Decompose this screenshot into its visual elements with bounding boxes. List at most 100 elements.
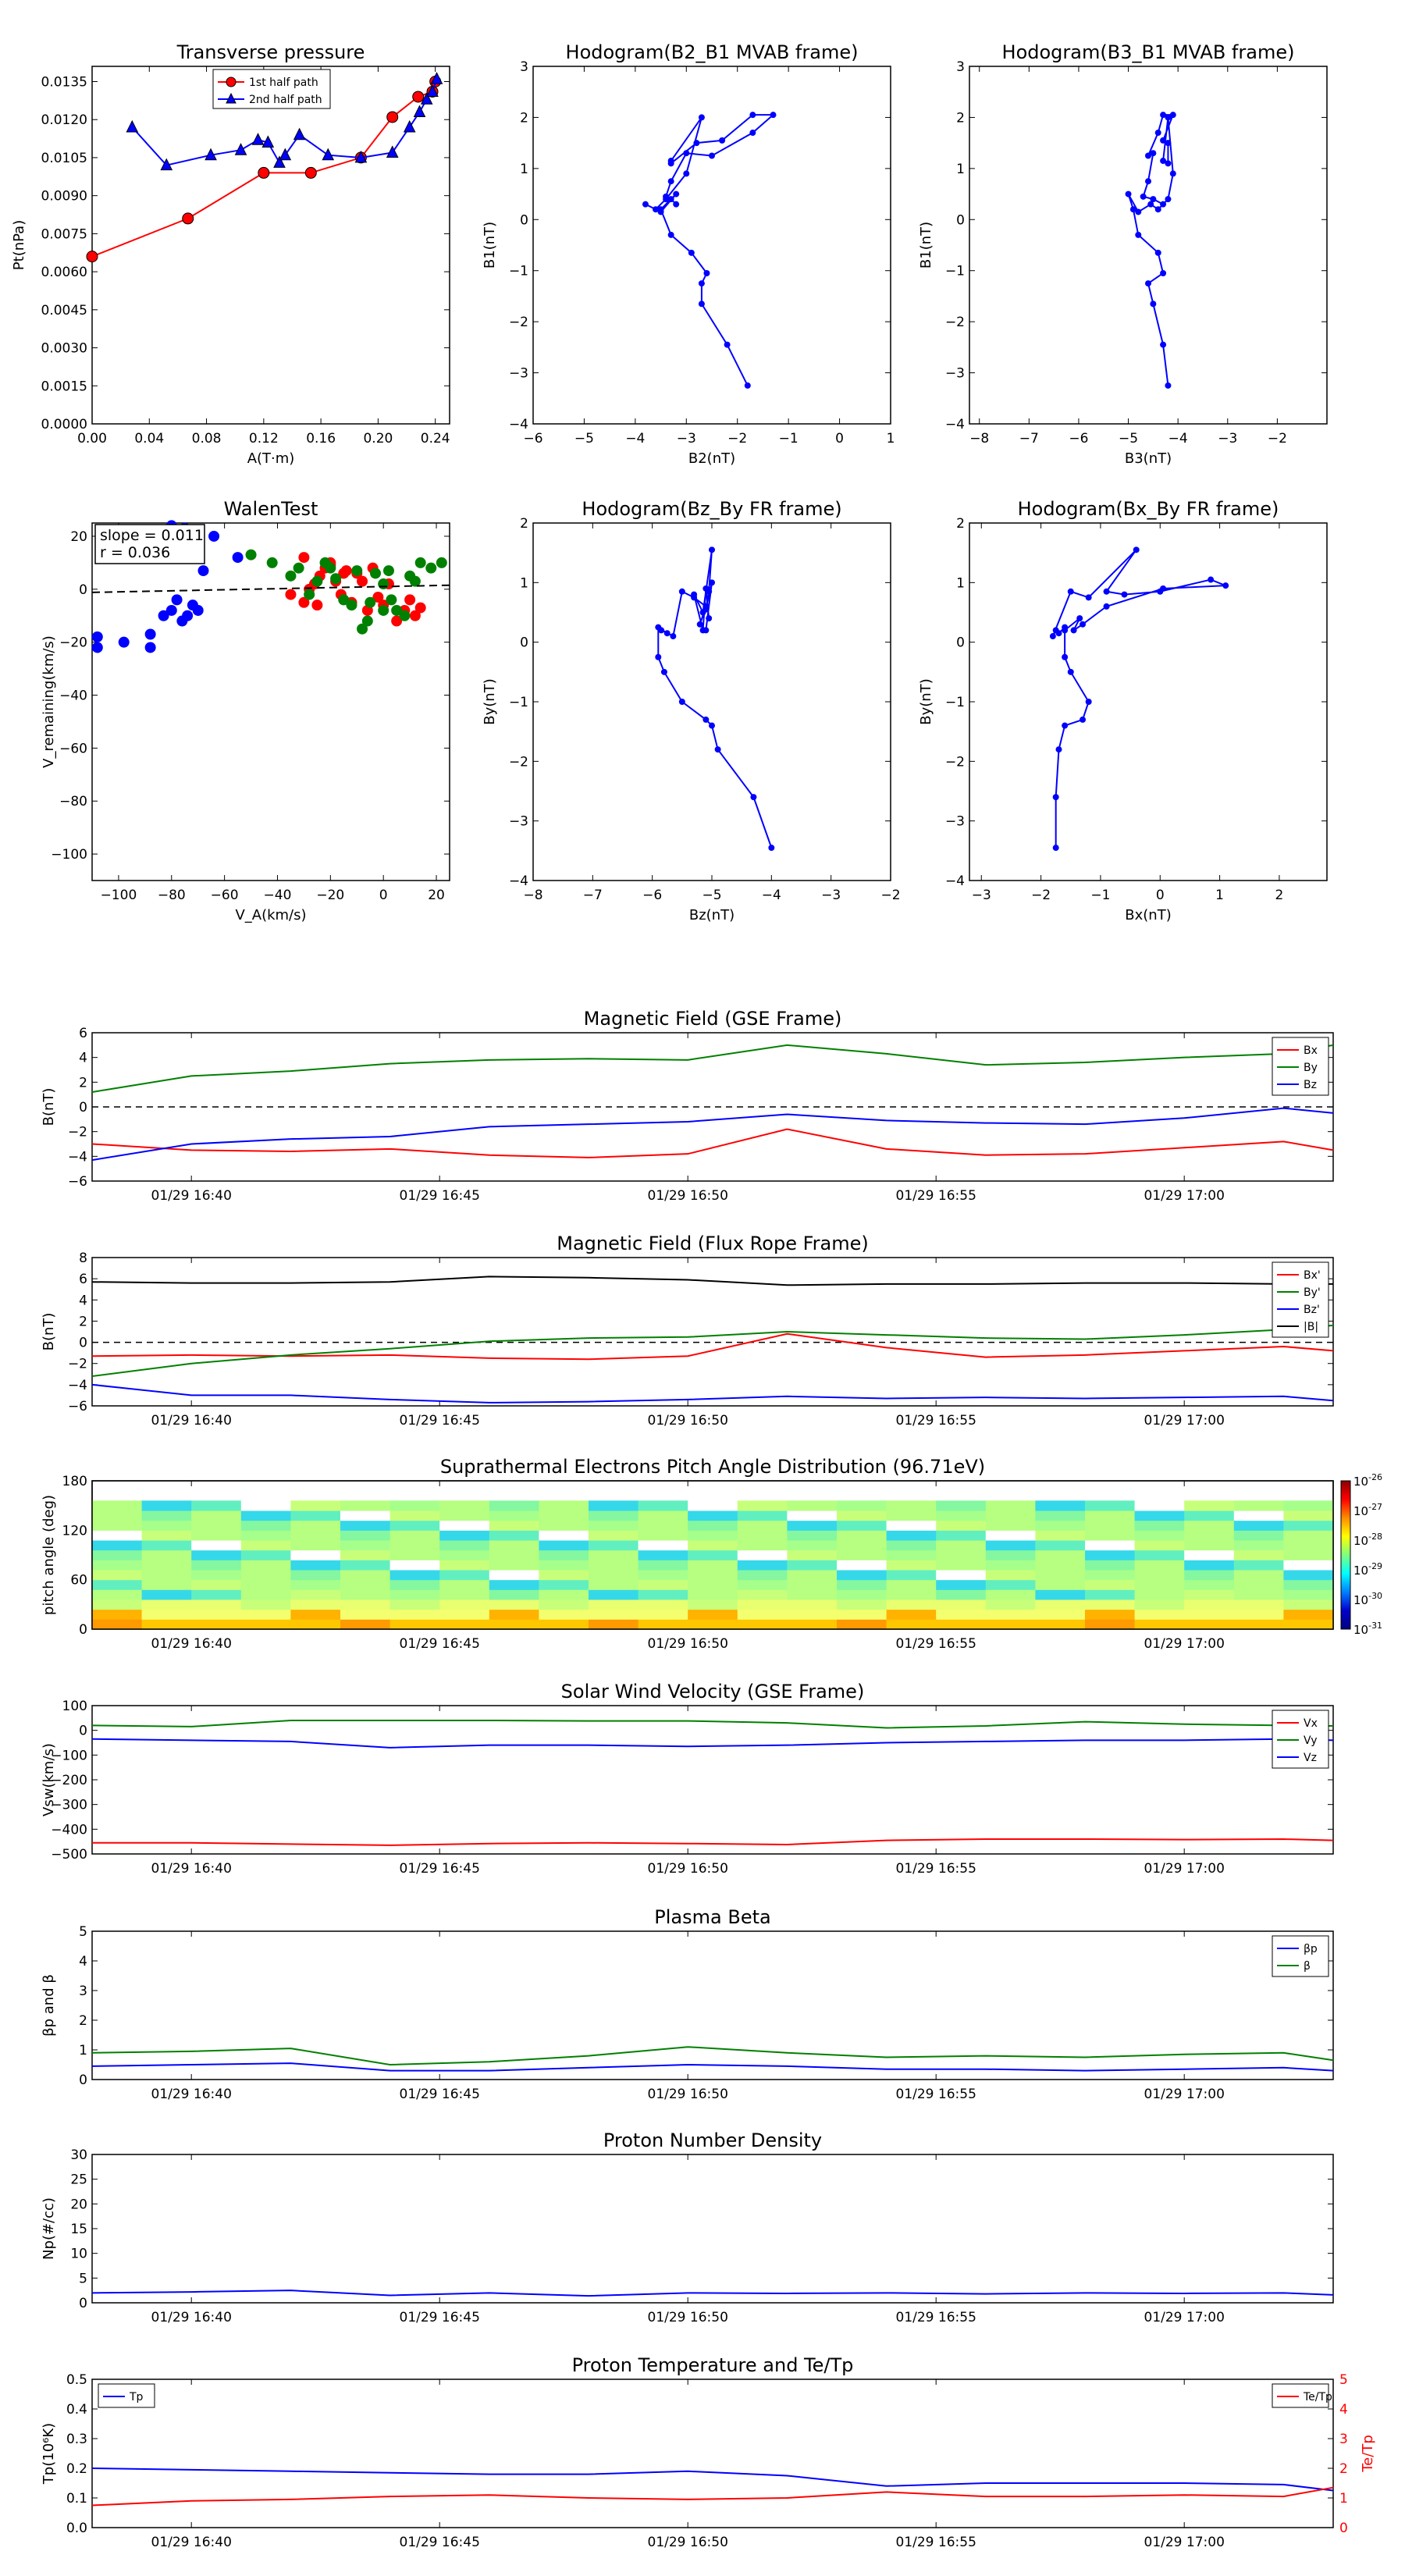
x-axis-label: B3(nT)	[1125, 450, 1172, 467]
data-point	[285, 570, 297, 582]
y-tick-label: 0.0105	[41, 151, 87, 166]
series-line	[91, 1276, 1333, 1286]
data-point	[1160, 158, 1167, 165]
heatmap-cell	[141, 1619, 192, 1630]
y-tick-label: 2	[520, 110, 528, 126]
heatmap-cell	[936, 1550, 987, 1560]
data-point	[706, 615, 713, 622]
y-tick-label: −3	[945, 366, 965, 382]
heatmap-cell	[837, 1510, 887, 1521]
x-tick-label: −5	[574, 431, 594, 447]
heatmap-cell	[141, 1609, 192, 1620]
heatmap-cell	[389, 1599, 440, 1610]
colorbar-tick-label: 10-28	[1353, 1532, 1382, 1548]
heatmap-cell	[1184, 1579, 1235, 1590]
heatmap-cell	[936, 1619, 987, 1630]
x-tick-label: 01/29 17:00	[1144, 1413, 1225, 1429]
heatmap-cell	[290, 1609, 341, 1620]
x-tick-label: −6	[1069, 431, 1088, 447]
heatmap-cell	[439, 1579, 490, 1590]
plot-frame	[91, 1930, 1334, 2080]
heatmap-cell	[389, 1550, 440, 1560]
heatmap-cell	[589, 1589, 639, 1600]
x-tick-label: −2	[727, 431, 747, 447]
data-point	[667, 178, 674, 185]
data-point	[683, 170, 690, 177]
x-tick-label: −5	[702, 888, 721, 903]
data-point	[770, 112, 777, 119]
x-tick-label: −3	[972, 888, 991, 903]
data-point	[702, 716, 710, 723]
data-point	[1052, 627, 1059, 634]
heatmap-cell	[92, 1510, 143, 1521]
heatmap-cell	[1035, 1500, 1086, 1511]
heatmap-cell	[389, 1540, 440, 1551]
x-tick-label: 0.08	[192, 431, 222, 447]
heatmap-cell	[191, 1619, 242, 1630]
heatmap-cell	[290, 1560, 341, 1571]
y-tick-label: 1	[956, 162, 965, 177]
data-point	[386, 145, 399, 158]
data-point	[1145, 280, 1151, 287]
x-tick-label: 01/29 16:55	[896, 2087, 976, 2102]
y-tick-label: −100	[51, 847, 87, 863]
heatmap-cell	[737, 1609, 788, 1620]
heatmap-cell	[191, 1500, 242, 1511]
data-point	[1160, 201, 1167, 208]
data-point	[391, 615, 403, 627]
heatmap-cell	[886, 1619, 937, 1630]
heatmap-cell	[539, 1599, 589, 1610]
x-tick-label: 01/29 16:55	[896, 1188, 976, 1204]
heatmap-cell	[539, 1540, 589, 1551]
heatmap-cell	[92, 1540, 143, 1551]
data-point	[724, 341, 731, 348]
legend-label: Bz'	[1304, 1304, 1320, 1316]
heatmap-cell	[688, 1589, 738, 1600]
heatmap-cell	[489, 1589, 539, 1600]
x-tick-label: 0	[379, 888, 388, 903]
heatmap-cell	[539, 1609, 589, 1620]
heatmap-cell	[141, 1540, 192, 1551]
heatmap-cell	[340, 1510, 391, 1521]
heatmap-cell	[191, 1540, 242, 1551]
heatmap-cell	[787, 1579, 838, 1590]
heatmap-cell	[539, 1560, 589, 1571]
data-point	[158, 610, 169, 621]
data-point	[293, 562, 304, 574]
heatmap-cell	[92, 1530, 143, 1541]
y-axis-label: Np(#/cc)	[41, 2197, 57, 2260]
data-point	[322, 148, 335, 161]
heatmap-cell	[936, 1609, 987, 1620]
heatmap-cell	[439, 1500, 490, 1511]
heatmap-cell	[589, 1579, 639, 1590]
heatmap-cell	[589, 1619, 639, 1630]
heatmap-cell	[489, 1579, 539, 1590]
y-tick-label: −2	[509, 754, 528, 770]
data-point	[678, 699, 685, 705]
data-point	[670, 633, 677, 640]
x-tick-label: 01/29 16:40	[151, 1636, 232, 1652]
panel-bgse: Magnetic Field (GSE Frame) −6 −4 −2 0 2 4 6 01/2…	[41, 1008, 1334, 1204]
heatmap-cell	[1085, 1589, 1136, 1600]
data-point	[372, 591, 384, 603]
y-tick-label: 3	[520, 59, 528, 75]
data-point	[1145, 152, 1151, 159]
data-point	[691, 591, 698, 598]
x-tick-label: −1	[779, 431, 799, 447]
heatmap-cell	[191, 1579, 242, 1590]
heatmap-cell	[539, 1589, 589, 1600]
data-point	[1160, 341, 1167, 348]
heatmap-cell	[191, 1599, 242, 1610]
heatmap-cell	[340, 1560, 391, 1571]
heatmap-cell	[340, 1619, 391, 1630]
heatmap-cell	[589, 1570, 639, 1581]
heatmap-cell	[638, 1570, 688, 1581]
heatmap-cell	[1134, 1609, 1185, 1620]
x-tick-label: 01/29 16:40	[151, 1413, 232, 1429]
heatmap-cell	[1035, 1530, 1086, 1541]
y-tick-label: −4	[509, 417, 528, 432]
plot-area: Vx Vy Vz	[91, 1710, 1334, 1846]
colorbar-tick-label: 10-27	[1353, 1502, 1382, 1518]
data-point	[311, 600, 323, 611]
series-line	[91, 1738, 1334, 1749]
